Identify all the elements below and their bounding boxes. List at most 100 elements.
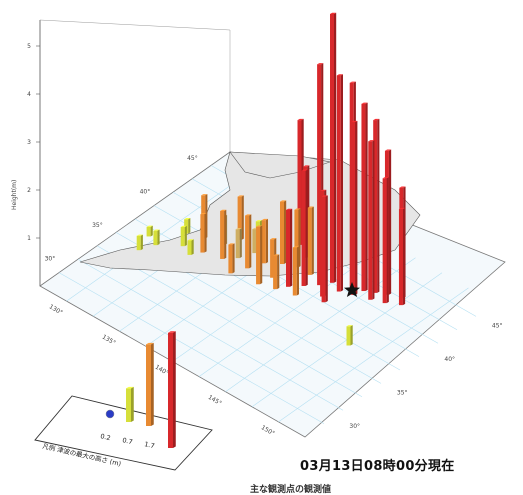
legend-bar-l2 xyxy=(126,386,134,422)
bar-b38 xyxy=(256,225,263,285)
footer-caption: 主な観測点の観測値 xyxy=(250,485,332,495)
bar-b14 xyxy=(301,169,308,286)
bar-b05-side xyxy=(365,102,368,292)
bar-b25-top xyxy=(273,254,280,256)
bar-b29-front xyxy=(292,247,297,296)
bar-b19 xyxy=(280,200,287,264)
epicenter-star-icon xyxy=(344,282,360,297)
bar-b06-top xyxy=(351,120,358,123)
bar-b18 xyxy=(261,218,268,264)
bar-b13-top xyxy=(320,189,327,191)
bar-b32 xyxy=(153,229,160,246)
bar-b21-front xyxy=(270,239,275,278)
bar-b12-side xyxy=(402,207,406,306)
legend-scale-label: 1.7 xyxy=(144,440,156,450)
bar-b31-side xyxy=(184,225,187,247)
legend-bar-l3-side xyxy=(151,342,154,426)
legend-marker-l1 xyxy=(105,409,115,419)
bar-b42 xyxy=(321,195,328,303)
bar-b43-top xyxy=(346,325,353,327)
bar-b37-top xyxy=(255,220,262,222)
bar-b27-side xyxy=(311,206,314,275)
bar-b39 xyxy=(228,243,235,274)
bar-b42-side xyxy=(325,195,328,303)
bar-b17-front xyxy=(245,215,250,269)
longitude-tick-label: 150° xyxy=(260,424,276,437)
bar-b40-top xyxy=(303,165,310,167)
bar-b07-side xyxy=(377,118,380,293)
bar-b33 xyxy=(136,234,143,251)
bar-b08-side xyxy=(372,140,375,300)
bar-b39-front xyxy=(228,244,233,274)
longitude-tick-label: 130° xyxy=(48,303,64,316)
bar-b15-front xyxy=(286,210,290,287)
bar-b18-top xyxy=(261,218,268,221)
bar-b39-side xyxy=(232,243,235,274)
bar-b04-top xyxy=(349,81,356,83)
bar-b19-top xyxy=(280,200,287,202)
legend-bar-l3 xyxy=(146,342,154,426)
legend-bars xyxy=(105,331,176,448)
bar-b17 xyxy=(245,214,252,269)
bar-b06 xyxy=(351,120,358,295)
backdrop-line xyxy=(39,19,231,31)
latitude-tick-label: 35° xyxy=(397,389,408,396)
legend-bar-l4-side xyxy=(173,331,176,448)
bar-b03 xyxy=(336,74,343,292)
latitude-tick-label: 45° xyxy=(187,155,198,162)
bar-b19-front xyxy=(280,201,284,264)
bar-b01-front xyxy=(330,14,334,283)
bar-b06-side xyxy=(355,120,358,295)
z-tick-label: 1 xyxy=(27,235,31,242)
legend-bar-l4 xyxy=(168,331,176,448)
bar-b42-top xyxy=(321,195,328,197)
legend-scale: 0.2 0.7 1.7 xyxy=(100,432,156,450)
bar-b15-top xyxy=(286,208,293,210)
z-tick-label: 3 xyxy=(27,139,31,146)
bar-b17-side xyxy=(249,214,252,269)
bar-b08 xyxy=(368,140,375,300)
bar-b05 xyxy=(361,102,368,292)
bar-b34-front xyxy=(187,240,192,255)
longitude-tick-label: 140° xyxy=(154,364,170,377)
bar-b33-front xyxy=(136,235,141,251)
bar-b38-side xyxy=(260,225,263,285)
bar-b19-side xyxy=(284,200,287,264)
bar-b03-front xyxy=(336,75,341,292)
bar-b03-side xyxy=(340,74,343,292)
bar-b20-front xyxy=(235,229,240,259)
latitude-tick-label: 45° xyxy=(492,322,503,329)
bar-b15 xyxy=(286,208,293,287)
bar-b35-side xyxy=(188,218,191,234)
bar-b41-top xyxy=(201,194,208,196)
bar-b42-front xyxy=(321,196,326,303)
legend-bar-l4-front xyxy=(168,332,173,448)
legend-bar-l2-front xyxy=(126,388,131,422)
bar-b10-front xyxy=(382,178,387,304)
bar-b07 xyxy=(373,118,380,293)
bar-b26 xyxy=(237,195,244,240)
legend-bar-l3-front xyxy=(146,344,151,426)
bar-b07-top xyxy=(373,118,380,121)
bar-b12-top xyxy=(398,207,406,210)
legend-bar-l2-top xyxy=(126,386,134,389)
bar-b22-top xyxy=(294,208,301,210)
bar-b27-front xyxy=(307,207,312,275)
bar-b38-front xyxy=(256,226,261,285)
bar-b20-side xyxy=(239,228,242,259)
bar-b30 xyxy=(200,212,207,253)
longitude-tick-label: 135° xyxy=(101,334,117,347)
bar-b18-side xyxy=(265,218,268,264)
y-axis-label: Height(m) xyxy=(11,180,18,210)
legend-bar-l3-top xyxy=(146,342,154,345)
gridline xyxy=(278,287,469,423)
bar-b24 xyxy=(220,209,227,259)
bar-b02-top xyxy=(317,63,324,65)
bar-b36-top xyxy=(146,225,153,227)
bar-b12 xyxy=(398,207,406,306)
bar-b10-top xyxy=(382,177,389,179)
bar-b17-top xyxy=(245,214,252,216)
longitude-tick-label: 145° xyxy=(207,394,223,407)
bar-b18-front xyxy=(261,220,266,264)
